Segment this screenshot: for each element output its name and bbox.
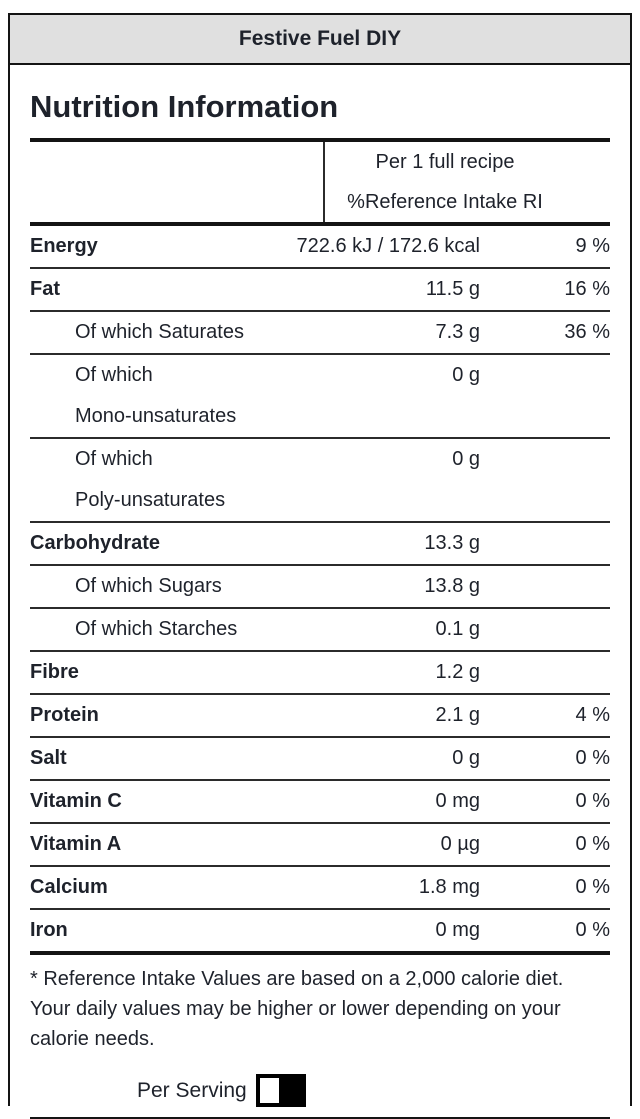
nutrient-name: Vitamin C xyxy=(30,790,122,812)
nutrient-name: Of which Mono-unsaturates xyxy=(75,364,237,427)
page-title: Nutrition Information xyxy=(30,89,339,124)
nutrient-amount: 0 µg xyxy=(440,833,480,855)
nutrient-ri: 16 % xyxy=(564,278,610,300)
per-serving-row: Per Serving xyxy=(137,1074,610,1107)
table-row: Salt 0 g 0 % xyxy=(30,738,610,781)
nutrient-amount: 0.1 g xyxy=(435,618,480,640)
nutrient-name: Salt xyxy=(30,747,67,769)
nutrient-ri: 36 % xyxy=(564,321,610,343)
table-row: Of which Starches 0.1 g xyxy=(30,609,610,652)
nutrient-ri: 0 % xyxy=(575,919,610,941)
nutrition-table: Per 1 full recipe %Reference Intake RI E… xyxy=(30,138,610,955)
nutrient-amount: 0 mg xyxy=(435,919,480,941)
nutrient-name: Of which Starches xyxy=(75,618,238,640)
nutrition-panel: Nutrition Information Per 1 full recipe … xyxy=(8,65,632,1119)
nutrient-amount: 1.2 g xyxy=(435,661,480,683)
per-serving-toggle[interactable] xyxy=(255,1074,306,1107)
header-value-column-label: Per 1 full recipe %Reference Intake RI xyxy=(323,142,610,222)
table-row: Of which Poly-unsaturates 0 g xyxy=(30,439,610,523)
footnote-text: * Reference Intake Values are based on a… xyxy=(30,968,564,1050)
nutrient-amount: 1.8 mg xyxy=(418,876,480,898)
nutrient-name: Protein xyxy=(30,704,99,726)
nutrient-amount: 0 mg xyxy=(435,790,480,812)
table-row: Energy 722.6 kJ / 172.6 kcal 9 % xyxy=(30,226,610,269)
nutrient-ri: 9 % xyxy=(575,235,610,257)
nutrient-name: Vitamin A xyxy=(30,833,122,855)
nutrient-name: Of which Poly-unsaturates xyxy=(75,448,226,511)
nutrient-name: Of which Saturates xyxy=(75,321,244,343)
table-row: Iron 0 mg 0 % xyxy=(30,910,610,955)
table-row: Of which Sugars 13.8 g xyxy=(30,566,610,609)
nutrient-amount: 11.5 g xyxy=(425,278,480,300)
table-row: Of which Saturates 7.3 g 36 % xyxy=(30,312,610,355)
nutrient-amount: 722.6 kJ / 172.6 kcal xyxy=(296,235,480,257)
toggle-knob xyxy=(259,1078,279,1103)
nutrient-name: Fibre xyxy=(30,661,79,683)
header-line-1: Per 1 full recipe xyxy=(375,151,515,173)
table-row: Of which Mono-unsaturates 0 g xyxy=(30,355,610,439)
nutrient-amount: 0 g xyxy=(452,747,480,769)
nutrient-amount: 0 g xyxy=(452,448,480,470)
table-row: Fat 11.5 g 16 % xyxy=(30,269,610,312)
table-row: Carbohydrate 13.3 g xyxy=(30,523,610,566)
nutrient-name: Calcium xyxy=(30,876,108,898)
table-row: Fibre 1.2 g xyxy=(30,652,610,695)
nutrient-ri: 4 % xyxy=(575,704,610,726)
nutrient-name: Fat xyxy=(30,278,60,300)
accordion-title: Festive Fuel DIY xyxy=(238,27,402,50)
nutrient-ri: 0 % xyxy=(575,747,610,769)
nutrient-amount: 2.1 g xyxy=(435,704,480,726)
nutrient-ri: 0 % xyxy=(575,790,610,812)
nutrient-amount: 0 g xyxy=(452,364,480,386)
accordion-header[interactable]: Festive Fuel DIY xyxy=(8,13,632,65)
table-row: Vitamin A 0 µg 0 % xyxy=(30,824,610,867)
header-empty-cell xyxy=(30,142,323,222)
table-row: Vitamin C 0 mg 0 % xyxy=(30,781,610,824)
table-row: Protein 2.1 g 4 % xyxy=(30,695,610,738)
nutrition-table-body: Energy 722.6 kJ / 172.6 kcal 9 % Fat 11.… xyxy=(30,226,610,955)
nutrient-name: Energy xyxy=(30,235,98,257)
nutrient-amount: 13.8 g xyxy=(424,575,480,597)
nutrient-amount: 13.3 g xyxy=(424,532,480,554)
table-header-row: Per 1 full recipe %Reference Intake RI xyxy=(30,142,610,226)
header-line-2: %Reference Intake RI xyxy=(347,191,543,213)
nutrient-name: Iron xyxy=(30,919,68,941)
nutrient-ri: 0 % xyxy=(575,876,610,898)
nutrition-widget: Festive Fuel DIY Nutrition Information P… xyxy=(8,13,632,1119)
nutrient-name: Of which Sugars xyxy=(75,575,222,597)
per-serving-label: Per Serving xyxy=(137,1078,247,1102)
table-row: Calcium 1.8 mg 0 % xyxy=(30,867,610,910)
nutrient-ri: 0 % xyxy=(575,833,610,855)
nutrient-name: Carbohydrate xyxy=(30,532,161,554)
nutrient-amount: 7.3 g xyxy=(435,321,480,343)
